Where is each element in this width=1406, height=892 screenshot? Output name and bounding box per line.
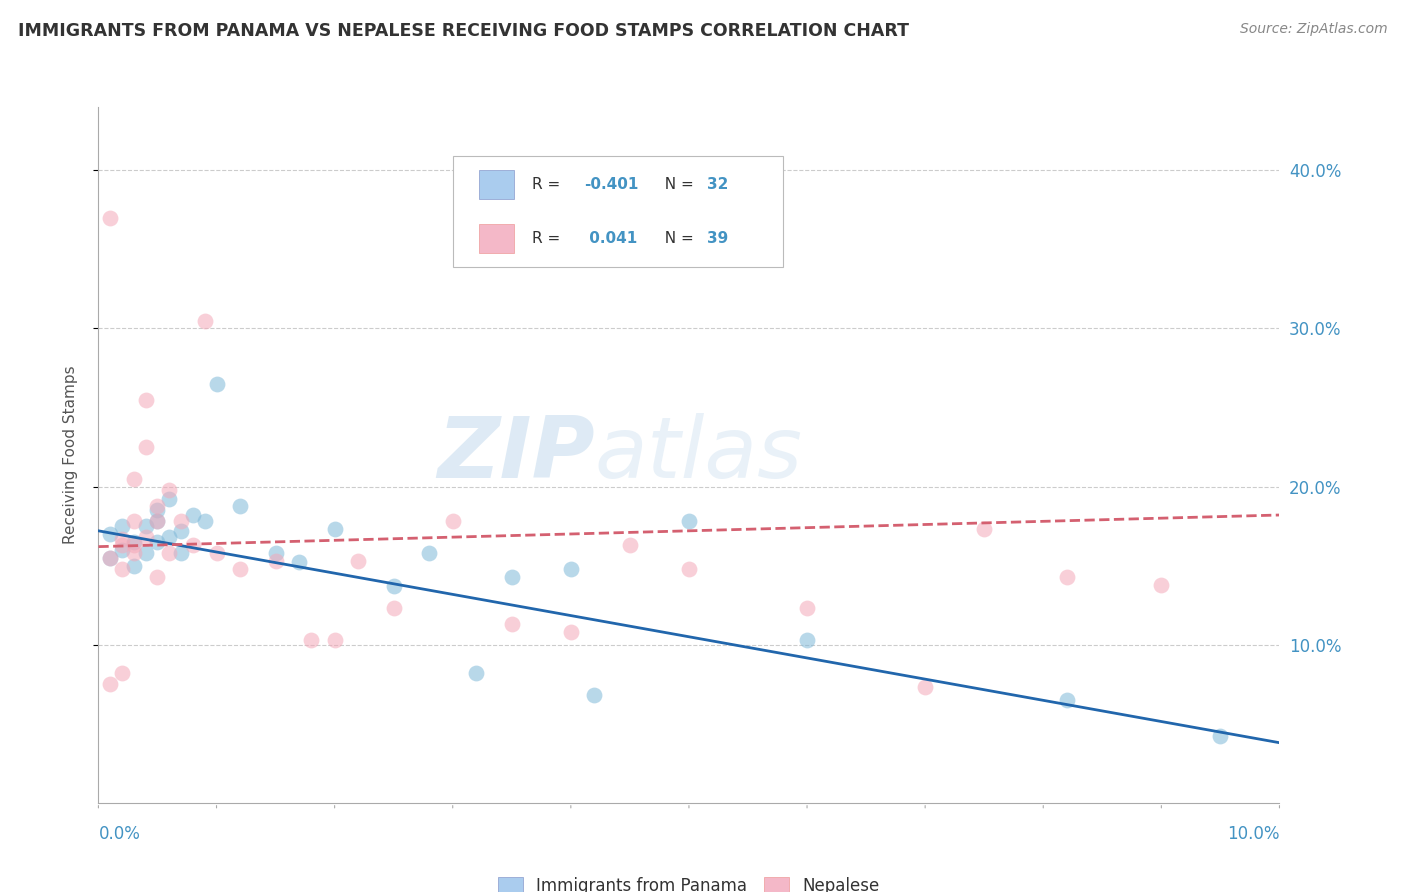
Point (194, 514, 217, 528)
Point (1056, 570, 1078, 584)
Text: IMMIGRANTS FROM PANAMA VS NEPALESE RECEIVING FOOD STAMPS CORRELATION CHART: IMMIGRANTS FROM PANAMA VS NEPALESE RECEI… (18, 22, 910, 40)
Point (122, 534, 145, 549)
Point (157, 483, 180, 497)
Point (146, 514, 169, 528)
Point (323, 632, 346, 647)
Legend: Immigrants from Panama, Nepalese: Immigrants from Panama, Nepalese (492, 871, 886, 892)
Text: R =: R = (531, 177, 565, 192)
Text: 0.041: 0.041 (583, 231, 637, 246)
Point (418, 546, 440, 560)
Point (264, 546, 287, 560)
FancyBboxPatch shape (478, 169, 515, 199)
Point (111, 538, 134, 552)
Point (157, 546, 180, 560)
Point (560, 625, 582, 640)
Point (135, 392, 157, 407)
Y-axis label: Receiving Food Stamps: Receiving Food Stamps (63, 366, 77, 544)
Text: N =: N = (655, 177, 699, 192)
Point (914, 681, 936, 695)
Point (170, 546, 193, 560)
Point (796, 632, 818, 647)
Point (98, 211, 121, 225)
Point (157, 492, 180, 507)
Point (122, 538, 145, 552)
Point (157, 530, 180, 544)
Point (111, 562, 134, 576)
Point (441, 514, 464, 528)
Point (583, 688, 606, 702)
Point (465, 666, 488, 681)
Point (111, 666, 134, 681)
Point (229, 499, 252, 513)
Point (146, 534, 169, 549)
Point (181, 508, 204, 522)
Point (1209, 730, 1232, 744)
Text: 0.0%: 0.0% (98, 825, 141, 843)
Text: 32: 32 (707, 177, 728, 192)
Point (299, 632, 322, 647)
Point (229, 562, 252, 576)
Point (619, 538, 641, 552)
Text: 39: 39 (707, 231, 728, 246)
Text: atlas: atlas (595, 413, 803, 497)
Point (135, 546, 157, 560)
Point (122, 472, 145, 486)
Text: -0.401: -0.401 (583, 177, 638, 192)
Point (111, 532, 134, 546)
Point (98, 550, 121, 565)
Point (111, 542, 134, 557)
FancyBboxPatch shape (453, 156, 783, 267)
Point (135, 519, 157, 533)
Text: R =: R = (531, 231, 565, 246)
Point (98, 550, 121, 565)
Point (973, 522, 995, 536)
Point (122, 546, 145, 560)
Point (98, 677, 121, 691)
Point (264, 554, 287, 568)
FancyBboxPatch shape (478, 224, 515, 253)
Point (205, 546, 228, 560)
Point (122, 558, 145, 573)
Point (560, 562, 582, 576)
Point (146, 514, 169, 528)
Point (501, 570, 523, 584)
Point (382, 579, 405, 593)
Point (194, 313, 217, 327)
Point (146, 499, 169, 513)
Point (146, 570, 169, 584)
Point (146, 503, 169, 517)
Text: ZIP: ZIP (437, 413, 595, 497)
Text: N =: N = (655, 231, 699, 246)
Point (501, 617, 523, 632)
Point (181, 538, 204, 552)
Point (170, 514, 193, 528)
Point (323, 522, 346, 536)
Text: 10.0%: 10.0% (1227, 825, 1279, 843)
Point (796, 601, 818, 615)
Point (122, 514, 145, 528)
Point (98, 527, 121, 541)
Point (382, 601, 405, 615)
Point (135, 530, 157, 544)
Point (205, 376, 228, 391)
Point (170, 524, 193, 538)
Point (1150, 577, 1173, 591)
Point (678, 562, 700, 576)
Point (1056, 693, 1078, 707)
Point (347, 554, 370, 568)
Text: Source: ZipAtlas.com: Source: ZipAtlas.com (1240, 22, 1388, 37)
Point (111, 519, 134, 533)
Point (288, 556, 311, 570)
Point (135, 440, 157, 454)
Point (678, 514, 700, 528)
